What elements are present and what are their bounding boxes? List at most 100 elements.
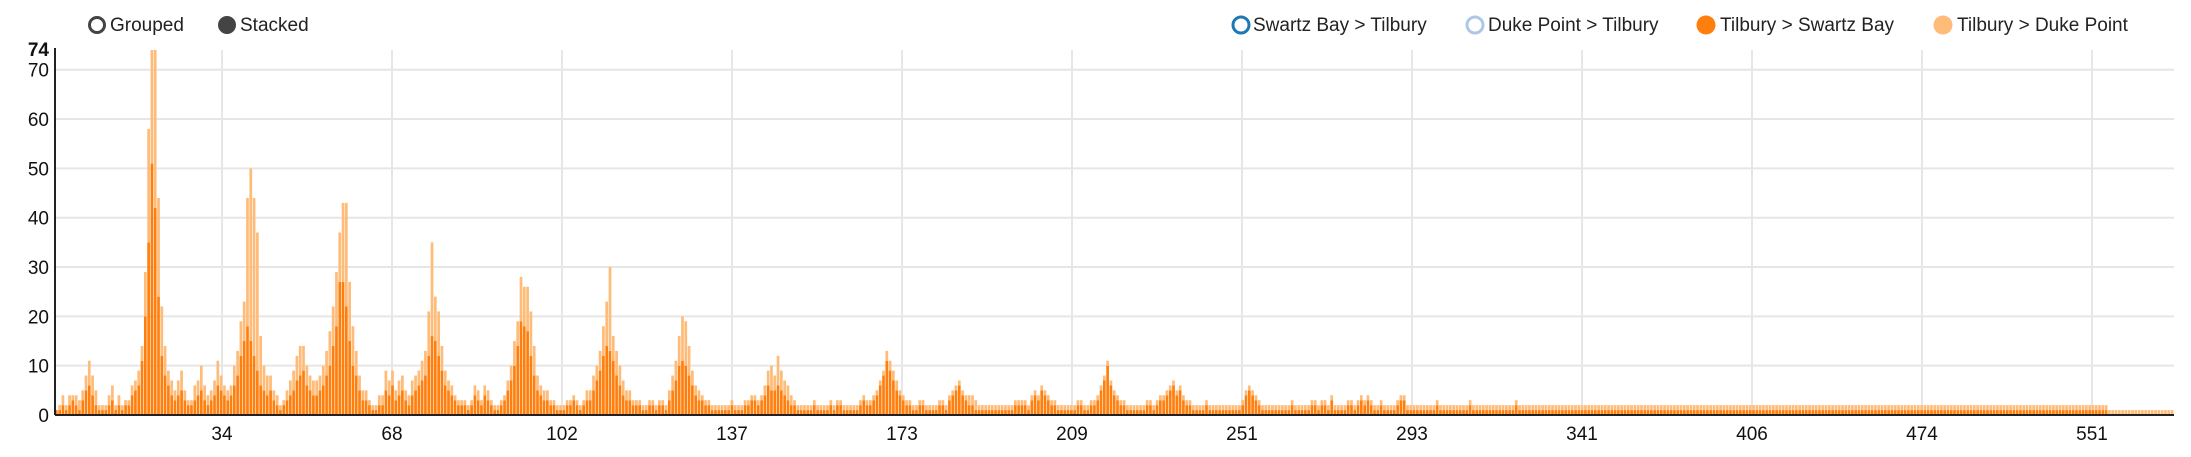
bar-segment: [101, 405, 104, 411]
bar-segment: [180, 370, 183, 391]
bar-segment: [635, 400, 638, 406]
bar-segment: [1185, 400, 1189, 406]
bar-segment: [84, 390, 88, 415]
bar-segment: [1804, 405, 1808, 411]
legend-item-swartz-tilbury[interactable]: Swartz Bay > Tilbury: [1231, 15, 1427, 36]
bar-segment: [911, 405, 915, 411]
bar-segment: [829, 400, 833, 406]
bar-segment: [1383, 405, 1386, 411]
bar-segment: [1597, 405, 1600, 411]
bar-segment: [2154, 410, 2157, 415]
bar-segment: [111, 385, 114, 401]
bar-segment: [1435, 400, 1439, 406]
bar-segment: [559, 410, 562, 415]
bar-segment: [1617, 410, 1620, 415]
bar-segment: [74, 405, 78, 415]
bar-segment: [1297, 410, 1301, 415]
bar-segment: [1462, 405, 1465, 411]
legend-marker-swartz-tilbury[interactable]: [1231, 15, 1251, 35]
bar-segment: [368, 405, 371, 415]
bar-segment: [1656, 405, 1660, 411]
bar-segment: [885, 350, 889, 361]
bar-segment: [1587, 405, 1591, 411]
bar-segment: [262, 390, 266, 415]
bar-segment: [1768, 410, 1772, 415]
legend-item-duke-tilbury[interactable]: Duke Point > Tilbury: [1465, 15, 1659, 36]
stacked-option[interactable]: Stacked: [218, 15, 309, 36]
bar-segment: [1851, 405, 1854, 411]
bar-segment: [1505, 410, 1508, 415]
bar-segment: [631, 400, 635, 406]
bar-segment: [1706, 410, 1709, 415]
bar-segment: [410, 380, 414, 396]
bar-segment: [1841, 405, 1844, 411]
bar-segment: [921, 405, 925, 415]
bar-segment: [1261, 405, 1264, 411]
bar-segment: [351, 365, 355, 415]
bar-segment: [420, 380, 424, 415]
bar-segment: [279, 410, 282, 415]
bar-segment: [1986, 405, 1989, 411]
grouped-option[interactable]: Grouped: [88, 15, 184, 36]
bar-segment: [321, 385, 325, 415]
bar-segment: [1584, 405, 1587, 411]
bar-segment: [414, 375, 417, 391]
bar-segment: [1992, 410, 1996, 415]
bar-segment: [2081, 410, 2085, 415]
bar-segment: [239, 321, 243, 356]
bar-segment: [1603, 405, 1607, 411]
bar-segment: [720, 410, 724, 415]
bar-segment: [1112, 395, 1116, 415]
legend-marker-tilbury-swartz[interactable]: [1696, 15, 1716, 35]
layout-toggle[interactable]: Grouped Stacked: [88, 15, 309, 36]
bar-segment: [1607, 405, 1610, 411]
bar-segment: [694, 385, 698, 396]
legend-label-duke-tilbury[interactable]: Duke Point > Tilbury: [1488, 15, 1659, 36]
bar-segment: [1867, 410, 1871, 415]
bar-segment: [1340, 410, 1343, 415]
bar-segment: [1623, 410, 1627, 415]
bar-segment: [2088, 405, 2092, 411]
bar-segment: [687, 345, 691, 376]
stacked-label[interactable]: Stacked: [240, 15, 309, 36]
bar-segment: [1135, 410, 1139, 415]
bar-segment: [1860, 410, 1864, 415]
bar-segment: [651, 400, 655, 406]
bar-segment: [1215, 410, 1218, 415]
bar-segment: [783, 395, 786, 415]
legend-label-swartz-tilbury[interactable]: Swartz Bay > Tilbury: [1253, 15, 1427, 36]
bar-segment: [1416, 410, 1419, 415]
grouped-radio[interactable]: [88, 16, 106, 34]
legend-label-tilbury-duke[interactable]: Tilbury > Duke Point: [1957, 15, 2129, 36]
legend[interactable]: Swartz Bay > Tilbury Duke Point > Tilbur…: [1231, 15, 2129, 36]
bar-segment: [1195, 405, 1198, 411]
bar-segment: [1432, 410, 1436, 415]
bar-segment: [229, 385, 233, 396]
bar-segment: [1854, 410, 1858, 415]
legend-item-tilbury-swartz[interactable]: Tilbury > Swartz Bay: [1696, 15, 1895, 36]
bar-segment: [987, 410, 991, 415]
stacked-radio[interactable]: [218, 16, 236, 34]
bar-segment: [104, 410, 108, 415]
bar-segment: [1037, 400, 1040, 415]
bar-segment: [114, 405, 118, 411]
legend-label-tilbury-swartz[interactable]: Tilbury > Swartz Bay: [1720, 15, 1895, 36]
bar-segment: [2075, 405, 2078, 411]
legend-marker-duke-tilbury[interactable]: [1465, 15, 1485, 35]
bar-segment: [193, 400, 197, 415]
bar-segment: [2091, 410, 2095, 415]
bar-segment: [1109, 380, 1113, 386]
legend-item-tilbury-duke[interactable]: Tilbury > Duke Point: [1933, 15, 2129, 36]
bar-segment: [905, 400, 908, 406]
grouped-label[interactable]: Grouped: [110, 15, 184, 36]
legend-marker-tilbury-duke[interactable]: [1933, 15, 1953, 35]
bar-segment: [1472, 410, 1475, 415]
bar-segment: [1439, 410, 1442, 415]
bar-segment: [1139, 405, 1142, 411]
bar-segment: [401, 390, 404, 415]
bar-segment: [677, 365, 681, 415]
bar-segment: [1383, 410, 1386, 415]
bar-segment: [1580, 410, 1584, 415]
bar-segment: [987, 405, 991, 411]
bar-segment: [971, 395, 974, 406]
